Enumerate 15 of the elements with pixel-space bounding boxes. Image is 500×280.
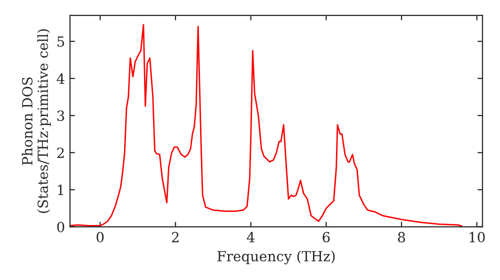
y-tick-label: 3 (57, 110, 64, 122)
x-tick-label: 6 (322, 232, 330, 242)
line-series (70, 24, 462, 227)
y-tick-label: 5 (57, 36, 64, 47)
x-tick-label: 4 (246, 232, 255, 242)
y-tick-label: 0 (57, 222, 64, 232)
y-tick-label: 1 (58, 184, 64, 195)
x-tick-label: 2 (172, 232, 179, 242)
x-tick-label: 8 (398, 232, 405, 242)
y-axis-title: Phonon DOS (States/THz·primitive cell) (22, 29, 51, 213)
x-axis-title: Frequency (THz) (217, 250, 335, 264)
y-tick-label: 4 (56, 73, 64, 84)
y-tick-label: 2 (57, 148, 64, 158)
x-tick-label: 10 (470, 232, 485, 242)
x-tick-label: 0 (96, 232, 104, 242)
